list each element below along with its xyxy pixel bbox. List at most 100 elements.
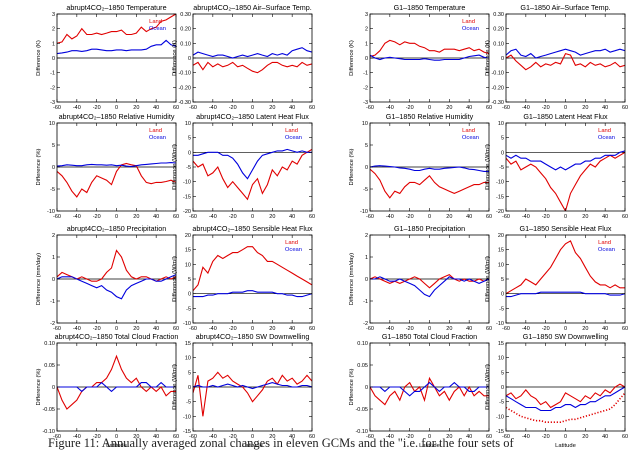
y-tick-label: 10 xyxy=(498,262,504,268)
y-tick-label: -1 xyxy=(363,71,368,77)
x-tick-label: 60 xyxy=(486,434,492,440)
series-line-ocean xyxy=(57,381,176,393)
x-tick-label: 20 xyxy=(446,326,452,332)
x-tick-label: -60 xyxy=(366,105,374,111)
x-tick-label: 60 xyxy=(173,214,179,220)
panel-title: abrupt4CO₂–1850 SW Downwelling xyxy=(196,332,310,341)
legend-land: Land xyxy=(598,128,611,134)
panel-1: abrupt4CO₂–1850 Temperature -3 -2 -1 0 1 2 3 -60… xyxy=(36,3,179,111)
y-tick-label: -2 xyxy=(50,85,55,91)
y-tick-label: 0 xyxy=(365,56,368,62)
x-tick-label: -40 xyxy=(209,434,217,440)
series-line-land xyxy=(370,273,489,289)
x-tick-label: 60 xyxy=(309,434,315,440)
panel-2: abrupt4CO₂–1850 Air–Surface Temp. -0.30 -0… xyxy=(172,3,315,111)
y-tick-label: -0.10 xyxy=(491,71,504,77)
x-tick-label: 20 xyxy=(269,105,275,111)
x-tick-label: 0 xyxy=(251,214,254,220)
x-tick-label: -20 xyxy=(93,105,101,111)
y-tick-label: 15 xyxy=(498,341,504,347)
x-tick-label: 0 xyxy=(115,214,118,220)
y-tick-label: -2 xyxy=(50,321,55,327)
x-tick-label: -40 xyxy=(522,105,530,111)
series-line-ocean xyxy=(57,274,176,300)
x-tick-label: -40 xyxy=(73,214,81,220)
y-tick-label: 20 xyxy=(498,233,504,239)
panel-title: G1–1850 Latent Heat Flux xyxy=(523,112,608,121)
y-tick-label: 10 xyxy=(498,121,504,127)
y-tick-label: -0.05 xyxy=(355,407,368,413)
panel-5: abrupt4CO₂–1850 Relative Humidity -10 -5 0 5… xyxy=(36,112,179,220)
x-tick-label: -40 xyxy=(209,326,217,332)
x-tick-label: 20 xyxy=(582,105,588,111)
x-tick-label: -40 xyxy=(73,434,81,440)
x-tick-label: -60 xyxy=(366,214,374,220)
legend-ocean: Ocean xyxy=(285,247,302,253)
panel-title: G1–1850 Sensible Heat Flux xyxy=(520,224,612,233)
x-tick-label: 40 xyxy=(466,214,472,220)
series-line-land xyxy=(193,148,312,201)
x-tick-label: 60 xyxy=(622,434,628,440)
series-line-land xyxy=(193,371,312,417)
y-tick-label: -10 xyxy=(47,209,55,215)
x-axis-label: Latitude xyxy=(106,443,127,449)
y-tick-label: 1 xyxy=(365,41,368,47)
y-tick-label: -5 xyxy=(186,165,191,171)
series-line-land xyxy=(370,168,489,199)
y-tick-label: 0.20 xyxy=(180,27,191,33)
x-tick-label: 20 xyxy=(446,434,452,440)
series-line-dotted xyxy=(506,392,625,423)
series-line-ocean xyxy=(193,290,312,298)
panel-title: G1–1850 Precipitation xyxy=(394,224,465,233)
x-tick-label: -20 xyxy=(406,326,414,332)
x-tick-label: 40 xyxy=(153,214,159,220)
series-line-ocean xyxy=(506,150,625,171)
y-tick-label: -1 xyxy=(363,299,368,305)
series-line-land xyxy=(506,240,625,295)
y-tick-label: 3 xyxy=(52,12,55,18)
x-tick-label: 40 xyxy=(289,214,295,220)
series-line-ocean xyxy=(193,47,312,59)
y-tick-label: -2 xyxy=(363,321,368,327)
x-tick-label: 40 xyxy=(289,105,295,111)
y-tick-label: -10 xyxy=(496,321,504,327)
x-tick-label: 0 xyxy=(564,326,567,332)
y-tick-label: 0 xyxy=(188,150,191,156)
legend-land: Land xyxy=(462,128,475,134)
y-tick-label: 15 xyxy=(185,248,191,254)
y-tick-label: -10 xyxy=(183,180,191,186)
y-tick-label: -15 xyxy=(496,429,504,435)
series-line-land xyxy=(57,354,176,410)
y-tick-label: -1 xyxy=(50,71,55,77)
x-axis-label: Latitude xyxy=(555,443,576,449)
legend-ocean: Ocean xyxy=(598,247,615,253)
x-tick-label: -20 xyxy=(406,434,414,440)
y-tick-label: 5 xyxy=(365,143,368,149)
y-tick-label: -0.30 xyxy=(178,100,191,106)
y-tick-label: -10 xyxy=(496,180,504,186)
x-tick-label: -40 xyxy=(386,326,394,332)
x-tick-label: -60 xyxy=(366,326,374,332)
x-tick-label: 0 xyxy=(115,434,118,440)
series-line-land xyxy=(506,52,625,71)
x-tick-label: -60 xyxy=(189,326,197,332)
panel-4: G1–1850 Air–Surface Temp. -0.30 -0.20 -0.10… xyxy=(485,3,628,111)
y-tick-label: 0 xyxy=(501,292,504,298)
y-tick-label: -10 xyxy=(496,414,504,420)
series-line-ocean xyxy=(370,276,489,298)
x-tick-label: -40 xyxy=(209,105,217,111)
legend-land: Land xyxy=(149,128,162,134)
x-tick-label: 20 xyxy=(269,434,275,440)
x-axis-label: Latitude xyxy=(419,443,440,449)
x-tick-label: -60 xyxy=(189,214,197,220)
panel-16: G1–1850 SW Downwelling -15 -10 -5 0 5 10 15 -60 -… xyxy=(485,332,628,449)
y-tick-label: 0 xyxy=(501,56,504,62)
y-axis-label: Difference (K) xyxy=(349,40,355,76)
x-tick-label: 0 xyxy=(564,434,567,440)
legend-land: Land xyxy=(598,240,611,246)
y-tick-label: 0 xyxy=(52,385,55,391)
x-tick-label: -60 xyxy=(502,214,510,220)
panel-title: G1–1850 SW Downwelling xyxy=(523,332,609,341)
x-tick-label: 0 xyxy=(428,214,431,220)
y-tick-label: 15 xyxy=(498,248,504,254)
